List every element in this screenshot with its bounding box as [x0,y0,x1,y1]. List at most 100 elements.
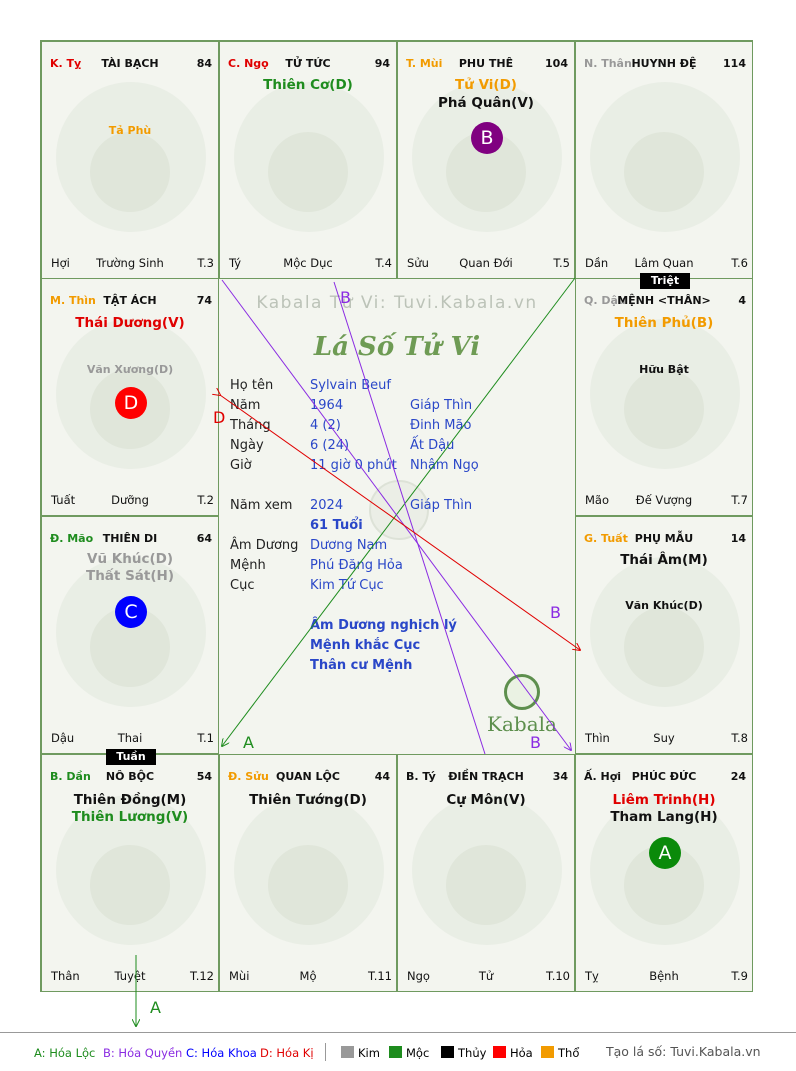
hour-branch: Tỵ [585,969,599,983]
palace-number: 4 [738,294,746,307]
palace-index: T.2 [197,493,214,507]
palace-phu-the: T. Mùi PHU THÊ 104 Tử Vi(D) Phá Quân(V) B Sửu Q… [397,41,575,279]
star-major: Tử Vi(D) [455,77,517,93]
palace-menh-than: Q. Dậu MỆNH <THÂN> 4 Thiên Phủ(B) Hữu Bật Mão… [575,278,753,516]
palace-tat-ach: M. Thìn TẬT ÁCH 74 Thái Dương(V) Văn Xương(D… [41,278,219,516]
arrow-label-b-right: B [550,603,561,622]
palace-name: ĐIỀN TRẠCH [448,770,524,783]
palace-name: HUYNH ĐỆ [631,57,697,70]
can-chi-label: C. Ngọ [228,57,269,70]
watermark-text: Kabala Tử Vi: Tuvi.Kabala.vn [256,293,538,313]
palace-number: 24 [730,770,746,783]
moc-swatch [389,1046,402,1058]
transform-marker-a-icon: A [649,837,681,869]
palace-name: PHỤ MẪU [634,532,694,545]
palace-index: T.8 [731,731,748,745]
palace-index: T.11 [368,969,392,983]
can-chi-label: G. Tuất [584,532,628,545]
legend-hoa-quyen: B: Hóa Quyền [103,1046,183,1060]
star-major: Thiên Cơ(D) [263,77,353,93]
star-major: Thiên Phủ(B) [614,315,714,331]
palace-number: 74 [196,294,212,307]
palace-number: 84 [196,57,212,70]
legend-thuy: Thủy [458,1046,487,1060]
hour-branch: Mùi [229,969,250,983]
triet-tag: Triệt [640,273,690,289]
palace-index: T.4 [375,256,392,270]
life-stage: Suy [653,731,675,745]
zodiac-watermark-inner [90,132,170,212]
hour-branch: Mão [585,493,610,507]
palace-number: 34 [552,770,568,783]
chart-note: Thân cư Mệnh [310,658,413,673]
arrow-label-a: A [243,733,254,752]
life-stage: Mộc Dục [283,256,333,270]
life-stage: Tử [478,969,494,983]
palace-number: 104 [545,57,568,70]
palace-quan-loc: Đ. Sửu QUAN LỘC 44 Thiên Tướng(D) Mùi Mộ T.11 [219,754,397,992]
palace-phu-mau: G. Tuất PHỤ MẪU 14 Thái Âm(M) Văn Khúc(D) Thì… [575,516,753,754]
thuy-swatch [441,1046,454,1058]
transform-marker-b-icon: B [471,122,503,154]
life-stage: Đế Vượng [635,493,693,507]
can-chi-label: B. Tý [406,770,436,783]
zodiac-watermark-inner [446,845,526,925]
hour-branch: Sửu [407,256,429,270]
star-major: Vũ Khúc(D) [87,551,173,567]
hour-branch: Tuất [51,493,76,507]
can-chi-label: Đ. Mão [50,532,94,545]
star-minor: Văn Xương(D) [86,363,174,376]
legend-hoa-khoa: C: Hóa Khoa [186,1046,257,1060]
palace-huynh-de: N. Thân HUYNH ĐỆ 114 Dần Lâm Quan T.6 [575,41,753,279]
star-major: Phá Quân(V) [438,95,534,111]
legend-moc: Mộc [406,1046,430,1060]
star-minor: Tả Phù [108,124,152,137]
can-chi-label: K. Tỵ [50,57,82,70]
site-link[interactable]: Tạo lá số: Tuvi.Kabala.vn [606,1044,761,1059]
palace-phuc-duc: Ấ. Hợi PHÚC ĐỨC 24 Liêm Trinh(H) Tham Lang(H… [575,754,753,992]
palace-index: T.9 [731,969,748,983]
palace-dien-trach: B. Tý ĐIỀN TRẠCH 34 Cự Môn(V) Ngọ Tử T.10 [397,754,575,992]
life-stage: Tuyệt [114,969,146,983]
palace-index: T.3 [197,256,214,270]
palace-thien-di: Đ. Mão THIÊN DI 64 Vũ Khúc(D) Thất Sát(H) C Dậ… [41,516,219,754]
palace-index: T.1 [197,731,214,745]
palace-name: PHU THÊ [458,57,514,70]
palace-number: 44 [374,770,390,783]
star-major: Thiên Đồng(M) [73,792,187,808]
life-stage: Thai [117,731,143,745]
can-chi-label: N. Thân [584,57,632,70]
star-major: Thái Dương(V) [75,315,185,331]
zodiac-watermark-inner [624,132,704,212]
palace-name: NÔ BỘC [105,770,155,783]
legend-bar: A: Hóa Lộc B: Hóa Quyền C: Hóa Khoa D: H… [0,1032,796,1071]
star-major: Liêm Trinh(H) [612,792,716,808]
palace-index: T.7 [731,493,748,507]
zodiac-watermark-inner [268,845,348,925]
can-chi-label: Đ. Sửu [228,770,269,783]
hour-branch: Tý [229,256,242,270]
star-major: Thái Âm(M) [620,552,708,568]
tuan-tag: Tuần [106,749,156,765]
can-chi-label: T. Mùi [406,57,443,70]
palace-index: T.10 [546,969,570,983]
can-chi-label: M. Thìn [50,294,96,307]
tree-icon [504,674,540,710]
legend-divider [325,1043,326,1061]
hour-branch: Thân [51,969,80,983]
hoa-quyen-line-2 [221,279,571,750]
palace-index: T.12 [190,969,214,983]
star-major: Thiên Lương(V) [71,809,189,825]
hour-branch: Dậu [51,731,75,745]
palace-number: 94 [374,57,390,70]
palace-name: TẬT ÁCH [103,294,157,307]
palace-number: 14 [730,532,746,545]
star-minor: Hữu Bật [639,363,689,376]
kim-swatch [341,1046,354,1058]
palace-number: 64 [196,532,212,545]
hoa-quyen-line-1 [333,281,486,755]
zodiac-watermark-inner [90,845,170,925]
life-stage: Lâm Quan [634,256,694,270]
can-chi-label: Q. Dậu [584,294,626,307]
palace-name: QUAN LỘC [276,770,340,783]
